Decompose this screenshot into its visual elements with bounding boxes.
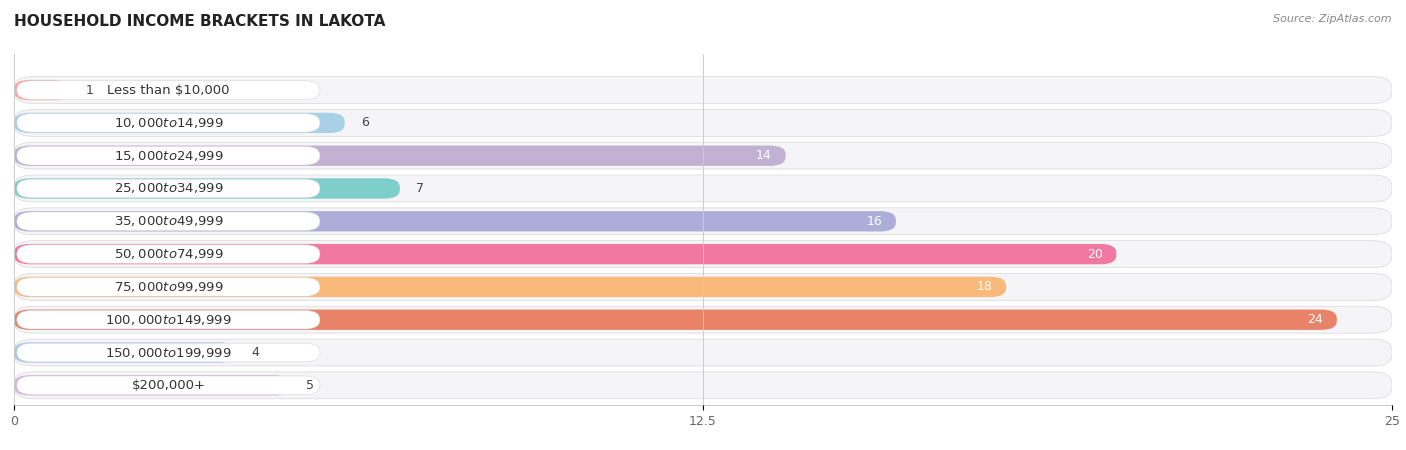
FancyBboxPatch shape bbox=[14, 375, 290, 396]
FancyBboxPatch shape bbox=[14, 178, 399, 198]
FancyBboxPatch shape bbox=[14, 208, 1392, 235]
Text: $15,000 to $24,999: $15,000 to $24,999 bbox=[114, 148, 224, 163]
FancyBboxPatch shape bbox=[14, 80, 69, 100]
Text: $200,000+: $200,000+ bbox=[131, 379, 205, 392]
FancyBboxPatch shape bbox=[14, 76, 1392, 104]
FancyBboxPatch shape bbox=[14, 310, 1337, 330]
Text: 14: 14 bbox=[756, 149, 772, 162]
Text: Source: ZipAtlas.com: Source: ZipAtlas.com bbox=[1274, 14, 1392, 23]
Text: 20: 20 bbox=[1087, 248, 1102, 261]
Text: 24: 24 bbox=[1308, 313, 1323, 326]
FancyBboxPatch shape bbox=[17, 310, 321, 329]
Text: 1: 1 bbox=[86, 84, 94, 97]
FancyBboxPatch shape bbox=[17, 179, 321, 198]
Text: HOUSEHOLD INCOME BRACKETS IN LAKOTA: HOUSEHOLD INCOME BRACKETS IN LAKOTA bbox=[14, 14, 385, 28]
Text: $150,000 to $199,999: $150,000 to $199,999 bbox=[105, 346, 232, 360]
FancyBboxPatch shape bbox=[14, 142, 1392, 169]
Text: $75,000 to $99,999: $75,000 to $99,999 bbox=[114, 280, 224, 294]
Text: 4: 4 bbox=[252, 346, 259, 359]
FancyBboxPatch shape bbox=[14, 277, 1007, 297]
FancyBboxPatch shape bbox=[14, 244, 1116, 264]
FancyBboxPatch shape bbox=[14, 306, 1392, 333]
Text: 7: 7 bbox=[416, 182, 425, 195]
Text: $10,000 to $14,999: $10,000 to $14,999 bbox=[114, 116, 224, 130]
FancyBboxPatch shape bbox=[14, 145, 786, 166]
FancyBboxPatch shape bbox=[14, 372, 1392, 399]
FancyBboxPatch shape bbox=[17, 113, 321, 132]
FancyBboxPatch shape bbox=[17, 376, 321, 395]
Text: $50,000 to $74,999: $50,000 to $74,999 bbox=[114, 247, 224, 261]
FancyBboxPatch shape bbox=[17, 81, 321, 99]
FancyBboxPatch shape bbox=[17, 212, 321, 231]
FancyBboxPatch shape bbox=[14, 339, 1392, 366]
FancyBboxPatch shape bbox=[14, 109, 1392, 136]
FancyBboxPatch shape bbox=[17, 245, 321, 263]
FancyBboxPatch shape bbox=[14, 274, 1392, 300]
Text: 6: 6 bbox=[361, 117, 370, 130]
FancyBboxPatch shape bbox=[17, 343, 321, 362]
FancyBboxPatch shape bbox=[14, 211, 896, 231]
Text: $35,000 to $49,999: $35,000 to $49,999 bbox=[114, 214, 224, 228]
Text: $100,000 to $149,999: $100,000 to $149,999 bbox=[105, 313, 232, 327]
Text: 18: 18 bbox=[977, 280, 993, 293]
FancyBboxPatch shape bbox=[17, 146, 321, 165]
FancyBboxPatch shape bbox=[14, 342, 235, 363]
FancyBboxPatch shape bbox=[17, 278, 321, 296]
FancyBboxPatch shape bbox=[14, 241, 1392, 268]
FancyBboxPatch shape bbox=[14, 112, 344, 133]
Text: Less than $10,000: Less than $10,000 bbox=[107, 84, 229, 97]
Text: 16: 16 bbox=[866, 215, 882, 228]
Text: 5: 5 bbox=[307, 379, 314, 392]
Text: $25,000 to $34,999: $25,000 to $34,999 bbox=[114, 181, 224, 195]
FancyBboxPatch shape bbox=[14, 175, 1392, 202]
